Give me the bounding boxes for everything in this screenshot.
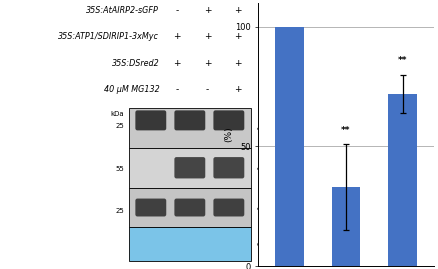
Text: -: -: [206, 85, 209, 94]
Text: +: +: [234, 6, 242, 15]
Text: +: +: [173, 59, 181, 68]
FancyBboxPatch shape: [174, 110, 205, 130]
FancyBboxPatch shape: [129, 227, 251, 261]
FancyBboxPatch shape: [174, 157, 205, 178]
FancyBboxPatch shape: [129, 188, 251, 227]
FancyBboxPatch shape: [129, 148, 251, 188]
Text: +: +: [173, 33, 181, 41]
Text: 25: 25: [115, 123, 124, 129]
Text: 35S:AtAIRP2-sGFP: 35S:AtAIRP2-sGFP: [86, 6, 159, 15]
Text: 35S:DSred2: 35S:DSred2: [112, 59, 159, 68]
Text: +: +: [204, 59, 212, 68]
Bar: [389, 94, 417, 266]
FancyBboxPatch shape: [135, 199, 166, 217]
Text: **: **: [398, 56, 407, 65]
Text: +: +: [204, 33, 212, 41]
Text: anti-Myc: anti-Myc: [257, 125, 287, 131]
Text: anti-DSred2: anti-DSred2: [257, 204, 299, 211]
Text: +: +: [234, 33, 242, 41]
Text: -: -: [176, 85, 179, 94]
Text: anti-GFP: anti-GFP: [257, 165, 287, 171]
FancyBboxPatch shape: [174, 199, 205, 217]
Bar: [332, 187, 360, 266]
FancyBboxPatch shape: [213, 199, 244, 217]
Text: +: +: [234, 85, 242, 94]
Text: **: **: [341, 126, 351, 134]
FancyBboxPatch shape: [135, 110, 166, 130]
Text: kDa: kDa: [110, 111, 124, 117]
Text: -: -: [176, 6, 179, 15]
Text: +: +: [234, 59, 242, 68]
Text: 25: 25: [115, 208, 124, 214]
Text: +: +: [204, 6, 212, 15]
FancyBboxPatch shape: [129, 108, 251, 148]
Y-axis label: (%): (%): [225, 127, 233, 142]
Text: 35S:ATP1/SDIRIP1-3xMyc: 35S:ATP1/SDIRIP1-3xMyc: [58, 33, 159, 41]
FancyBboxPatch shape: [213, 157, 244, 178]
Text: coomassie: coomassie: [257, 241, 294, 247]
Text: 55: 55: [115, 166, 124, 172]
Text: 40 μM MG132: 40 μM MG132: [104, 85, 159, 94]
Bar: [276, 27, 304, 266]
FancyBboxPatch shape: [213, 110, 244, 130]
